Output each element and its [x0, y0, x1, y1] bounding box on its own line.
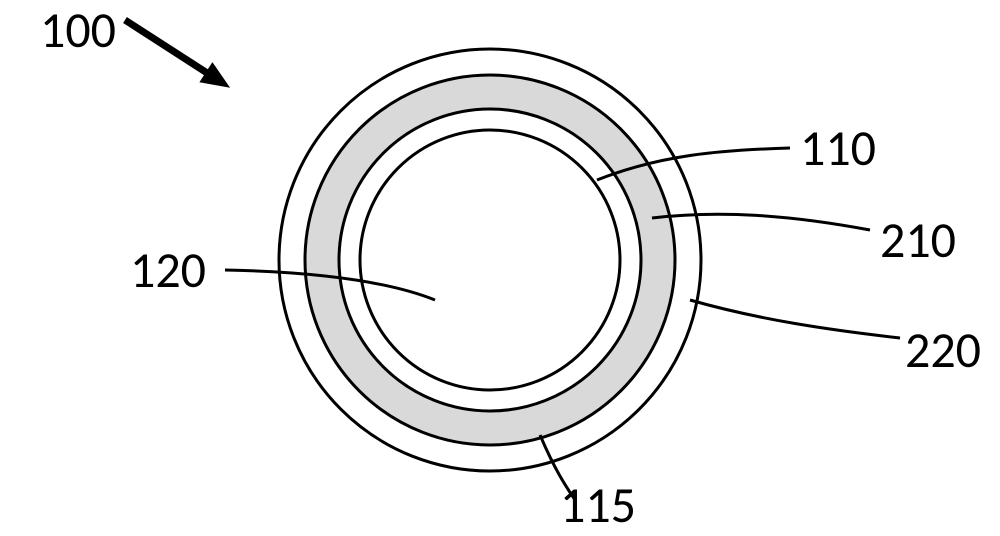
label-120: 120	[130, 240, 206, 301]
label-110: 110	[800, 118, 876, 179]
label-115: 115	[560, 475, 636, 536]
label-220: 220	[905, 320, 981, 381]
figure-canvas: 100 120 110 210 220 115	[0, 0, 1000, 526]
label-210: 210	[880, 210, 956, 271]
label-100: 100	[40, 0, 116, 61]
